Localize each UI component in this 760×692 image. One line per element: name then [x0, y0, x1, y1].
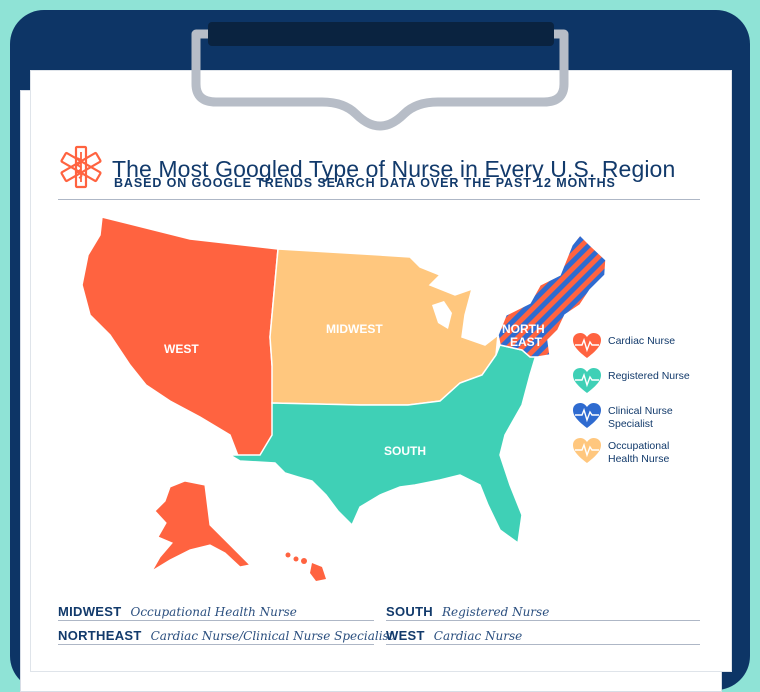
legend-label: Clinical Nurse Specialist [608, 405, 673, 430]
heart-pulse-icon [573, 438, 601, 463]
legend-label: Occupational Health Nurse [608, 440, 670, 465]
title-divider [58, 199, 700, 200]
us-region-map: WEST MIDWEST SOUTH NORTH EAST [60, 205, 620, 600]
region-summary-table: MIDWEST Occupational Health Nurse SOUTH … [58, 600, 700, 660]
legend-item-cardiac: Cardiac Nurse [572, 332, 698, 367]
region-northeast-shape[interactable] [497, 233, 607, 358]
page-subtitle: BASED ON GOOGLE TRENDS SEARCH DATA OVER … [114, 176, 616, 190]
clipboard-clip-icon [188, 22, 572, 132]
map-label-midwest: MIDWEST [326, 322, 383, 336]
legend-label: Registered Nurse [608, 370, 690, 382]
title-row: The Most Googled Type of Nurse in Every … [58, 144, 675, 195]
legend-item-occupational: Occupational Health Nurse [572, 437, 698, 472]
summary-region-name: MIDWEST [58, 604, 122, 619]
region-hawaii-shape[interactable] [285, 552, 327, 582]
great-lake-shape [432, 301, 452, 329]
summary-region-name: SOUTH [386, 604, 433, 619]
summary-row-west: WEST Cardiac Nurse [386, 628, 522, 643]
heart-pulse-icon [573, 333, 601, 358]
summary-divider [58, 644, 374, 645]
region-west-shape[interactable] [81, 216, 286, 464]
summary-divider [386, 644, 700, 645]
summary-divider [58, 620, 374, 621]
summary-nurse-type: Cardiac Nurse/Clinical Nurse Specialist [150, 629, 394, 643]
legend-label: Cardiac Nurse [608, 335, 676, 347]
summary-nurse-type: Cardiac Nurse [433, 629, 523, 643]
summary-nurse-type: Registered Nurse [442, 605, 550, 619]
map-label-northeast-1: NORTH [502, 322, 545, 336]
summary-row-south: SOUTH Registered Nurse [386, 604, 549, 619]
legend-item-registered: Registered Nurse [572, 367, 698, 402]
summary-nurse-type: Occupational Health Nurse [130, 605, 297, 619]
summary-row-midwest: MIDWEST Occupational Health Nurse [58, 604, 297, 619]
map-label-south: SOUTH [384, 444, 426, 458]
medical-star-icon [58, 144, 104, 195]
page-title: The Most Googled Type of Nurse in Every … [112, 156, 676, 182]
heart-pulse-icon [573, 368, 601, 393]
summary-row-northeast: NORTHEAST Cardiac Nurse/Clinical Nurse S… [58, 628, 394, 643]
legend-item-clinical: Clinical Nurse Specialist [572, 402, 698, 437]
summary-region-name: NORTHEAST [58, 628, 142, 643]
region-alaska-shape[interactable] [151, 480, 252, 572]
map-label-northeast-2: EAST [510, 335, 543, 349]
clipboard-clip-bar [208, 22, 554, 46]
summary-region-name: WEST [386, 628, 425, 643]
map-label-west: WEST [164, 342, 199, 356]
legend: Cardiac Nurse Registered Nurse Clinical … [572, 332, 698, 472]
region-south-shape[interactable] [227, 344, 537, 545]
summary-divider [386, 620, 700, 621]
heart-pulse-icon [573, 403, 601, 428]
